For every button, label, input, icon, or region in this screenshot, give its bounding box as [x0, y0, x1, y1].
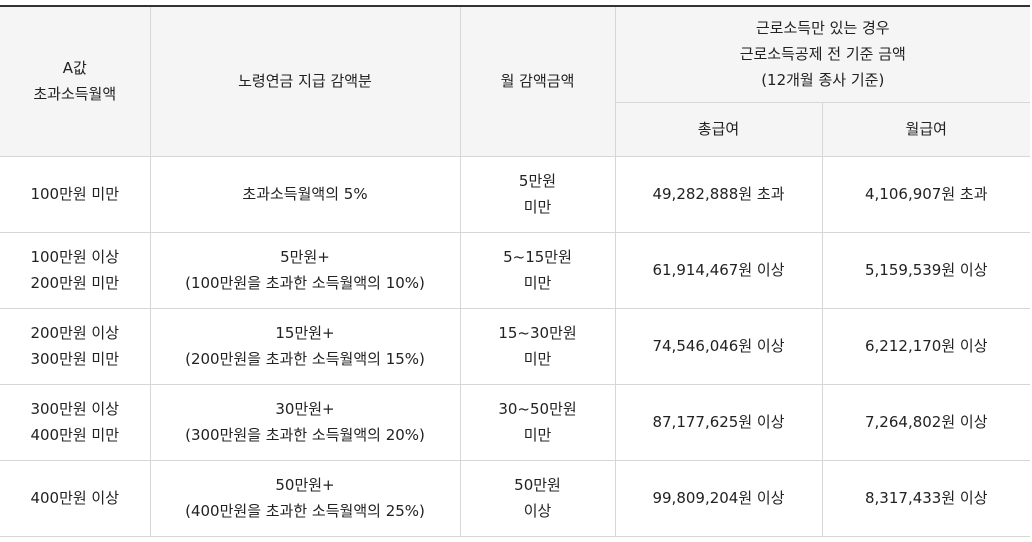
cell-total-salary: 99,809,204원 이상: [614, 459, 823, 537]
cell-reduction: 50만원+ (400만원을 초과한 소득월액의 25%): [149, 459, 461, 537]
cell-reduction: 5만원+ (100만원을 초과한 소득월액의 10%): [149, 231, 461, 309]
cell-total-salary: 74,546,046원 이상: [614, 307, 823, 385]
pension-reduction-table: A값 초과소득월액 노령연금 지급 감액분 월 감액금액 근로소득만 있는 경우…: [0, 5, 1031, 537]
cell-income-range: 300만원 이상 400만원 미만: [0, 383, 151, 461]
cell-line: 100만원 이상: [30, 248, 120, 266]
table-row: 400만원 이상 50만원+ (400만원을 초과한 소득월액의 25%) 50…: [0, 459, 1031, 537]
header-a-value: A값 초과소득월액: [0, 5, 151, 157]
table-row: 100만원 미만 초과소득월액의 5% 5만원 미만 49,282,888원 초…: [0, 155, 1031, 233]
cell-line: 300만원 미만: [30, 350, 120, 368]
cell-line: 30~50만원: [498, 400, 577, 418]
cell-reduction: 15만원+ (200만원을 초과한 소득월액의 15%): [149, 307, 461, 385]
cell-line: 미만: [523, 198, 552, 216]
cell-line: 15만원+: [275, 324, 335, 342]
cell-line: 미만: [523, 426, 552, 444]
cell-line: 미만: [523, 350, 552, 368]
cell-line: (100만원을 초과한 소득월액의 10%): [185, 274, 425, 292]
cell-income-range: 400만원 이상: [0, 459, 151, 537]
cell-monthly-reduction: 50만원 이상: [459, 459, 616, 537]
cell-monthly-salary: 6,212,170원 이상: [821, 307, 1031, 385]
cell-line: 15~30만원: [498, 324, 577, 342]
header-earned-income-group: 근로소득만 있는 경우 근로소득공제 전 기준 금액 (12개월 종사 기준): [614, 5, 1031, 103]
cell-monthly-reduction: 5만원 미만: [459, 155, 616, 233]
cell-line: (300만원을 초과한 소득월액의 20%): [185, 426, 425, 444]
header-monthly-salary: 월급여: [821, 101, 1031, 157]
cell-line: 400만원 이상: [30, 489, 120, 507]
cell-income-range: 200만원 이상 300만원 미만: [0, 307, 151, 385]
header-total-salary: 총급여: [615, 101, 823, 157]
cell-monthly-reduction: 15~30만원 미만: [459, 307, 616, 385]
cell-line: 50만원: [514, 476, 561, 494]
header-a-value-line: A값: [62, 59, 87, 78]
table-row: 300만원 이상 400만원 미만 30만원+ (300만원을 초과한 소득월액…: [0, 383, 1031, 461]
cell-line: 이상: [523, 502, 552, 520]
cell-monthly-salary: 4,106,907원 초과: [821, 155, 1031, 233]
table-body: 100만원 미만 초과소득월액의 5% 5만원 미만 49,282,888원 초…: [0, 155, 1031, 537]
cell-line: 400만원 미만: [30, 426, 120, 444]
cell-line: 100만원 미만: [30, 185, 120, 203]
cell-total-salary: 61,914,467원 이상: [614, 231, 823, 309]
header-monthly-reduction: 월 감액금액: [459, 5, 616, 157]
cell-monthly-salary: 8,317,433원 이상: [821, 459, 1031, 537]
cell-line: 30만원+: [275, 400, 335, 418]
cell-line: 50만원+: [275, 476, 335, 494]
cell-monthly-reduction: 5~15만원 미만: [459, 231, 616, 309]
cell-reduction: 초과소득월액의 5%: [149, 155, 461, 233]
cell-line: 5~15만원: [503, 248, 572, 266]
cell-line: 미만: [523, 274, 552, 292]
header-reduction: 노령연금 지급 감액분: [149, 5, 461, 157]
header-group-line: (12개월 종사 기준): [761, 71, 885, 90]
table-row: 100만원 이상 200만원 미만 5만원+ (100만원을 초과한 소득월액의…: [0, 231, 1031, 309]
cell-line: 200만원 이상: [30, 324, 120, 342]
table-header: A값 초과소득월액 노령연금 지급 감액분 월 감액금액 근로소득만 있는 경우…: [0, 5, 1031, 157]
cell-income-range: 100만원 미만: [0, 155, 151, 233]
header-group-line: 근로소득공제 전 기준 금액: [739, 45, 906, 64]
cell-total-salary: 49,282,888원 초과: [614, 155, 823, 233]
cell-reduction: 30만원+ (300만원을 초과한 소득월액의 20%): [149, 383, 461, 461]
cell-income-range: 100만원 이상 200만원 미만: [0, 231, 151, 309]
table-row: 200만원 이상 300만원 미만 15만원+ (200만원을 초과한 소득월액…: [0, 307, 1031, 385]
cell-line: 300만원 이상: [30, 400, 120, 418]
cell-line: 200만원 미만: [30, 274, 120, 292]
cell-monthly-reduction: 30~50만원 미만: [459, 383, 616, 461]
header-a-value-line: 초과소득월액: [33, 85, 117, 104]
cell-line: (400만원을 초과한 소득월액의 25%): [185, 502, 425, 520]
cell-line: 5만원: [518, 172, 557, 190]
cell-line: (200만원을 초과한 소득월액의 15%): [185, 350, 425, 368]
cell-total-salary: 87,177,625원 이상: [614, 383, 823, 461]
cell-line: 초과소득월액의 5%: [242, 185, 368, 203]
cell-monthly-salary: 5,159,539원 이상: [821, 231, 1031, 309]
header-group-line: 근로소득만 있는 경우: [755, 19, 890, 38]
cell-line: 5만원+: [280, 248, 330, 266]
cell-monthly-salary: 7,264,802원 이상: [821, 383, 1031, 461]
